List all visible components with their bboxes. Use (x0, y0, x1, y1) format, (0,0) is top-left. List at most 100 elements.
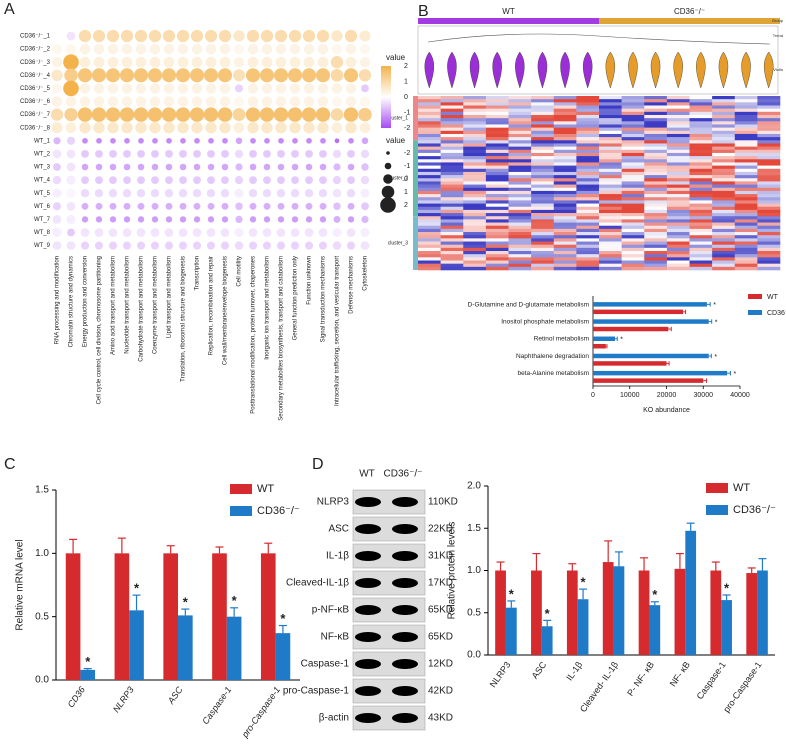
heat-cell (553, 162, 577, 166)
heat-cell (666, 130, 690, 135)
heat-cell (418, 190, 441, 195)
dot (161, 68, 177, 83)
dot (177, 43, 189, 55)
dot (93, 43, 105, 55)
bar (593, 344, 606, 349)
heat-cell (734, 127, 758, 132)
heat-cell (689, 165, 713, 170)
heat-cell (508, 238, 532, 242)
heat-cell (418, 114, 441, 119)
dot (289, 43, 301, 55)
dot (346, 228, 356, 237)
dot (234, 228, 244, 237)
heat-cell (757, 190, 781, 195)
heat-cell (508, 159, 532, 163)
heat-cell (440, 118, 464, 122)
heat-cell (508, 187, 532, 192)
dot (260, 29, 274, 43)
heat-cell (440, 203, 464, 208)
heat-cell (440, 165, 464, 170)
heat-cell (621, 124, 645, 128)
heat-cell (531, 203, 555, 208)
heat-cell (463, 190, 487, 195)
heat-cell (508, 181, 532, 185)
heat-cell (508, 165, 532, 170)
significance: * (545, 606, 551, 621)
heat-cell (440, 137, 464, 141)
size-tick-label: -2 (404, 150, 410, 157)
column-label: Cell motility (237, 256, 243, 287)
heat-cell (531, 118, 555, 122)
heat-cell (734, 133, 758, 138)
heat-cell (463, 247, 487, 252)
violin (560, 51, 570, 89)
heat-cell (485, 266, 509, 271)
dot (358, 107, 372, 122)
heat-cell (599, 105, 622, 109)
heat-cell (689, 184, 713, 189)
blot-band (392, 713, 418, 723)
significance: * (85, 654, 91, 669)
heat-cell (689, 247, 713, 252)
dot (359, 44, 371, 55)
heat-cell (553, 146, 577, 151)
row-label: WT_4 (34, 178, 51, 184)
heat-cell (485, 247, 509, 252)
heat-cell (531, 146, 555, 151)
heat-cell (508, 127, 532, 132)
heat-cell (689, 178, 713, 182)
heat-cell (621, 247, 645, 252)
dot (319, 150, 327, 158)
dot (163, 122, 175, 134)
heat-cell (531, 260, 555, 264)
heat-cell (576, 124, 600, 128)
dot (91, 107, 107, 122)
heat-cell (463, 181, 487, 185)
heat-cell (553, 232, 577, 236)
dot (275, 56, 287, 68)
dot (52, 241, 62, 250)
heat-cell (712, 213, 736, 217)
dot (52, 228, 62, 237)
dot (276, 189, 286, 198)
dot (135, 122, 147, 134)
dot (123, 176, 131, 185)
heat-cell (689, 146, 713, 151)
bar (577, 599, 589, 655)
heat-cell (553, 216, 577, 220)
heat-cell (485, 225, 509, 230)
heat-cell (418, 266, 441, 271)
column-label: Inorganic ion transport and metabolism (265, 256, 271, 360)
heat-cell (599, 206, 622, 211)
heat-cell (757, 247, 781, 252)
heat-cell (531, 213, 555, 217)
x-tick-label: Cleaved- IL-1β (578, 660, 620, 714)
dot (234, 149, 244, 159)
dot (137, 216, 145, 223)
heat-cell (418, 209, 441, 214)
heat-cell (666, 162, 690, 166)
heat-cell (621, 200, 645, 204)
dot (273, 107, 289, 122)
heat-cell (666, 156, 690, 160)
dot (246, 29, 260, 43)
heat-cell (418, 133, 441, 138)
heat-cell (440, 209, 464, 214)
heat-cell (712, 133, 736, 138)
heat-cell (644, 251, 668, 255)
heat-cell (576, 105, 600, 109)
heat-cell (644, 152, 668, 157)
violin (424, 51, 435, 89)
heat-cell (666, 140, 690, 144)
x-tick-label: NF- κB (668, 660, 692, 689)
heat-cell (576, 266, 600, 271)
heat-cell (734, 175, 758, 179)
dot (348, 137, 354, 144)
heat-cell (689, 133, 713, 138)
heat-cell (734, 257, 758, 261)
column-label: Cytoskeleton (363, 256, 369, 291)
dot (289, 56, 301, 68)
heat-cell (621, 133, 645, 138)
heat-cell (508, 118, 532, 122)
heat-cell (553, 152, 577, 157)
